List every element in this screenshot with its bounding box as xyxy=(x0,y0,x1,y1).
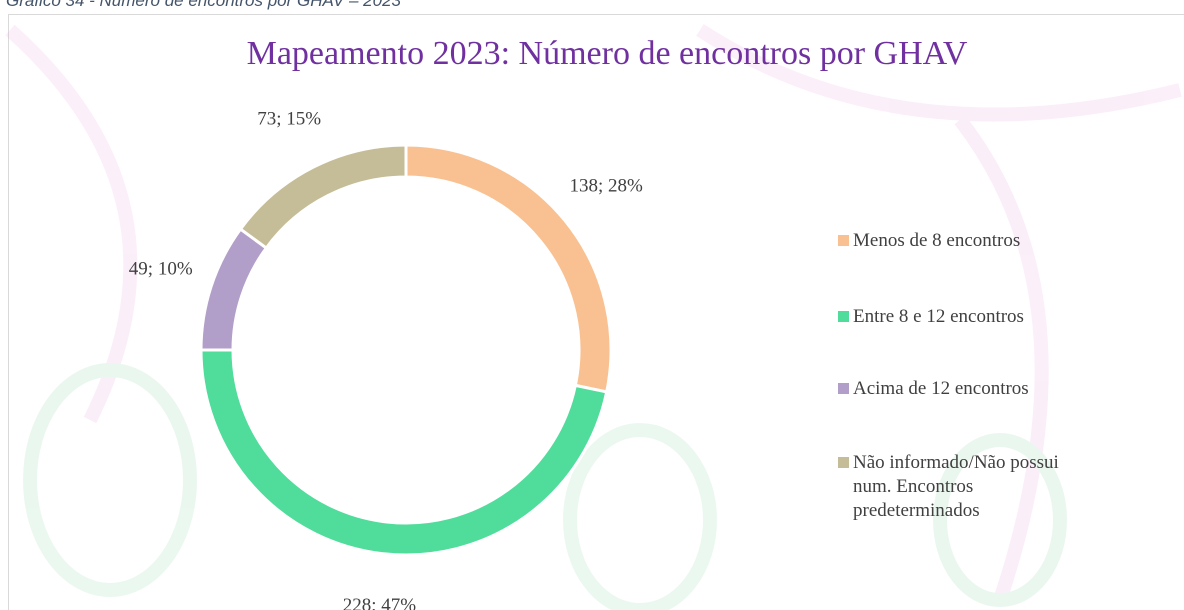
donut-segment xyxy=(201,229,266,350)
data-label: 138; 28% xyxy=(570,176,644,197)
legend-swatch xyxy=(838,311,849,322)
legend-swatch xyxy=(838,457,849,468)
donut-segment xyxy=(240,145,406,248)
chart-title: Mapeamento 2023: Número de encontros por… xyxy=(247,35,968,72)
data-label: 228; 47% xyxy=(343,595,417,610)
legend-label: Menos de 8 encontros xyxy=(853,229,1088,253)
legend-label: Entre 8 e 12 encontros xyxy=(853,305,1088,329)
legend-item: Não informado/Não possui num. Encontros … xyxy=(838,451,1088,523)
legend-swatch xyxy=(838,383,849,394)
legend-swatch xyxy=(838,235,849,246)
data-label: 49; 10% xyxy=(129,258,193,279)
legend-label: Acima de 12 encontros xyxy=(853,377,1088,401)
page: {"caption": "Gráfico 34 - Número de enco… xyxy=(0,0,1184,610)
legend-item: Acima de 12 encontros xyxy=(838,377,1088,401)
legend-item: Menos de 8 encontros xyxy=(838,229,1088,253)
legend-item: Entre 8 e 12 encontros xyxy=(838,305,1088,329)
data-label: 73; 15% xyxy=(257,108,321,129)
legend-label: Não informado/Não possui num. Encontros … xyxy=(853,451,1088,523)
donut-segment xyxy=(201,350,607,555)
